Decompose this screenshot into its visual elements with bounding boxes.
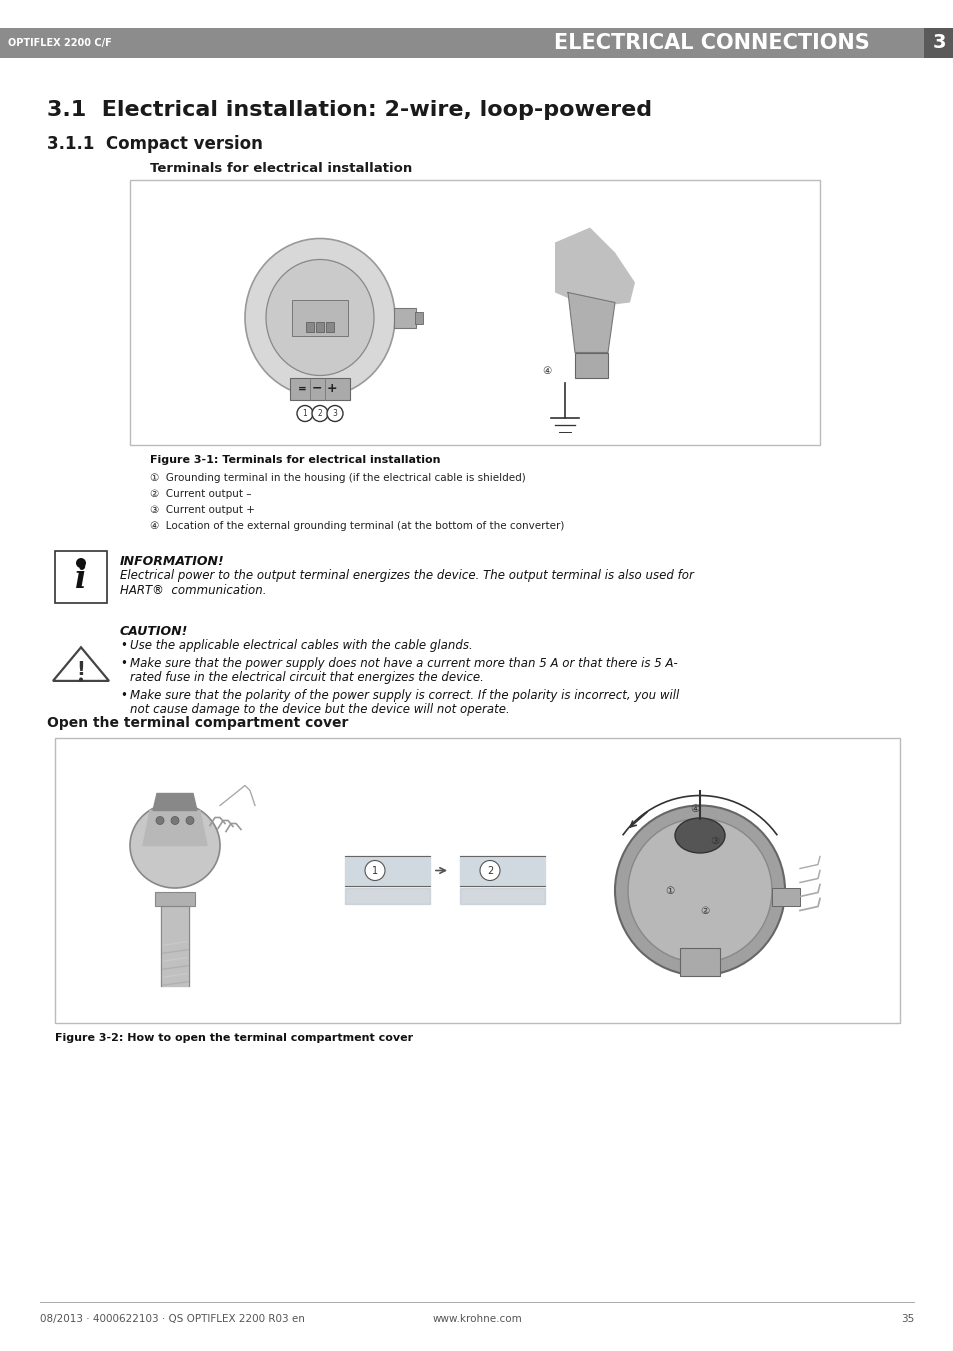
Ellipse shape: [130, 802, 220, 888]
Ellipse shape: [266, 259, 374, 376]
Text: CAUTION!: CAUTION!: [120, 626, 188, 638]
Text: •: •: [120, 689, 127, 703]
Polygon shape: [53, 647, 109, 681]
Bar: [575, 353, 607, 377]
Bar: [290, 377, 350, 400]
Polygon shape: [161, 950, 189, 954]
Circle shape: [76, 558, 86, 567]
Bar: [923, 28, 953, 58]
Bar: [394, 308, 416, 327]
Text: !: !: [76, 661, 86, 680]
Text: ④  Location of the external grounding terminal (at the bottom of the converter): ④ Location of the external grounding ter…: [150, 521, 564, 531]
Polygon shape: [161, 981, 189, 985]
Text: ③: ③: [710, 835, 719, 846]
Text: Figure 3-1: Terminals for electrical installation: Figure 3-1: Terminals for electrical ins…: [150, 455, 440, 465]
Text: •: •: [120, 639, 127, 653]
Text: =: =: [297, 384, 306, 393]
Bar: [771, 888, 800, 905]
Text: Make sure that the polarity of the power supply is correct. If the polarity is i: Make sure that the polarity of the power…: [130, 689, 679, 703]
Text: 1: 1: [302, 409, 307, 417]
Text: ④: ④: [690, 804, 699, 813]
Text: 3.1.1  Compact version: 3.1.1 Compact version: [47, 135, 263, 153]
Bar: [415, 312, 422, 323]
Polygon shape: [345, 855, 430, 885]
Polygon shape: [143, 811, 207, 846]
Text: +: +: [326, 382, 337, 394]
Bar: [306, 322, 314, 331]
Polygon shape: [282, 250, 357, 277]
Text: www.krohne.com: www.krohne.com: [432, 1315, 521, 1324]
Text: INFORMATION!: INFORMATION!: [120, 555, 225, 567]
Circle shape: [327, 405, 343, 422]
Text: 35: 35: [900, 1315, 913, 1324]
Circle shape: [479, 861, 499, 881]
Text: ③  Current output +: ③ Current output +: [150, 505, 254, 515]
Text: •: •: [120, 657, 127, 670]
Text: ④: ④: [542, 366, 551, 376]
Text: 08/2013 · 4000622103 · QS OPTIFLEX 2200 R03 en: 08/2013 · 4000622103 · QS OPTIFLEX 2200 …: [40, 1315, 305, 1324]
Text: rated fuse in the electrical circuit that energizes the device.: rated fuse in the electrical circuit tha…: [130, 671, 483, 684]
Circle shape: [296, 405, 313, 422]
Text: −: −: [312, 382, 322, 394]
Polygon shape: [161, 966, 189, 970]
Polygon shape: [161, 905, 189, 985]
Text: ①  Grounding terminal in the housing (if the electrical cable is shielded): ① Grounding terminal in the housing (if …: [150, 473, 525, 484]
Circle shape: [312, 405, 328, 422]
Text: ②  Current output –: ② Current output –: [150, 489, 252, 499]
Text: OPTIFLEX 2200 C/F: OPTIFLEX 2200 C/F: [8, 38, 112, 49]
Bar: [326, 322, 334, 331]
Text: 3.1  Electrical installation: 2-wire, loop-powered: 3.1 Electrical installation: 2-wire, loo…: [47, 100, 652, 120]
Bar: [130, 180, 820, 444]
Text: Electrical power to the output terminal energizes the device. The output termina: Electrical power to the output terminal …: [120, 569, 693, 582]
Circle shape: [615, 805, 784, 975]
Bar: [55, 551, 107, 603]
Ellipse shape: [245, 239, 395, 396]
Circle shape: [299, 253, 304, 257]
Circle shape: [317, 253, 322, 257]
Bar: [679, 947, 720, 975]
Text: Use the applicable electrical cables with the cable glands.: Use the applicable electrical cables wit…: [130, 639, 473, 653]
Bar: [55, 738, 899, 1023]
Polygon shape: [459, 855, 544, 885]
Polygon shape: [161, 958, 189, 962]
Text: HART®  communication.: HART® communication.: [120, 584, 266, 597]
Circle shape: [335, 253, 340, 257]
Polygon shape: [161, 974, 189, 978]
Text: 1: 1: [372, 866, 377, 875]
Polygon shape: [555, 227, 635, 308]
Text: 2: 2: [486, 866, 493, 875]
Circle shape: [156, 816, 164, 824]
Text: ①: ①: [664, 885, 674, 896]
Text: Open the terminal compartment cover: Open the terminal compartment cover: [47, 716, 348, 730]
Text: Make sure that the power supply does not have a current more than 5 A or that th: Make sure that the power supply does not…: [130, 657, 677, 670]
Ellipse shape: [675, 817, 724, 852]
Text: 2: 2: [317, 409, 322, 417]
Polygon shape: [459, 888, 544, 904]
Polygon shape: [290, 259, 350, 277]
Circle shape: [79, 677, 83, 681]
Text: Terminals for electrical installation: Terminals for electrical installation: [150, 162, 412, 176]
Text: i: i: [75, 563, 87, 594]
Bar: [0, 28, 290, 58]
Text: ELECTRICAL CONNECTIONS: ELECTRICAL CONNECTIONS: [554, 32, 869, 53]
Bar: [0, 28, 953, 58]
Text: 3: 3: [931, 34, 944, 53]
Text: ②: ②: [700, 905, 709, 916]
Bar: [292, 300, 348, 335]
Bar: [154, 892, 194, 905]
Polygon shape: [567, 293, 615, 353]
Polygon shape: [345, 888, 430, 904]
Polygon shape: [161, 942, 189, 946]
Circle shape: [365, 861, 385, 881]
Text: not cause damage to the device but the device will not operate.: not cause damage to the device but the d…: [130, 703, 509, 716]
Bar: [315, 322, 324, 331]
Circle shape: [627, 819, 771, 962]
Text: Figure 3-2: How to open the terminal compartment cover: Figure 3-2: How to open the terminal com…: [55, 1034, 413, 1043]
Polygon shape: [152, 793, 196, 811]
Circle shape: [171, 816, 179, 824]
Circle shape: [186, 816, 193, 824]
Text: 3: 3: [333, 409, 337, 417]
